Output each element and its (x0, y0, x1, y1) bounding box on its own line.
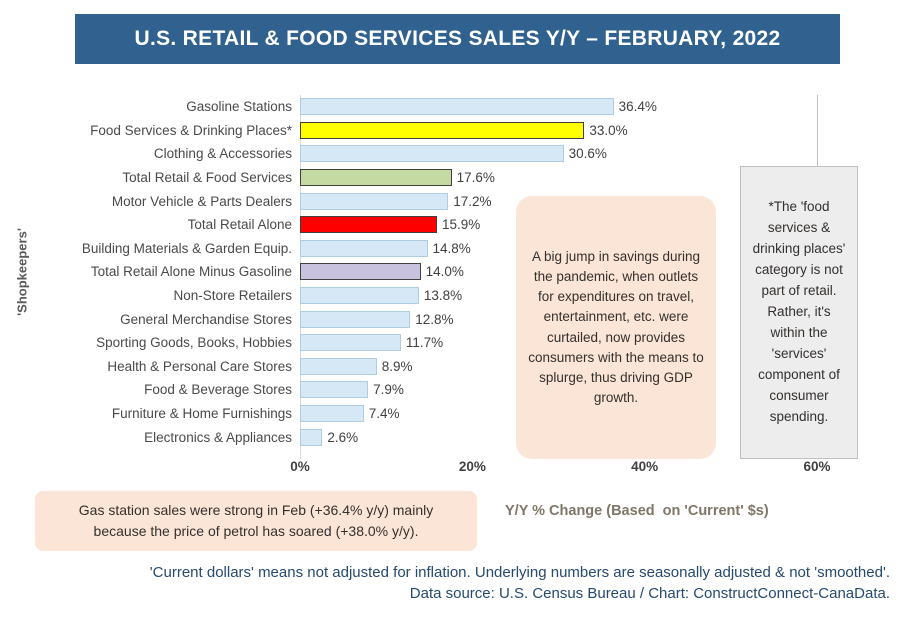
chart-row: Motor Vehicle & Parts Dealers 17.2% (0, 189, 916, 213)
category-label: Electronics & Appliances (144, 429, 292, 445)
chart-row: Total Retail Alone Minus Gasoline 14.0% (0, 260, 916, 284)
bar-track: 11.7% (300, 331, 916, 355)
category-label: Sporting Goods, Books, Hobbies (96, 335, 292, 351)
chart-row: Electronics & Appliances 2.6% (0, 425, 916, 449)
category-label: Motor Vehicle & Parts Dealers (111, 193, 292, 209)
bar-track: 15.9% (300, 213, 916, 237)
chart-row: Food & Beverage Stores 7.9% (0, 378, 916, 402)
pandemic-annotation: A big jump in savings during the pandemi… (516, 196, 716, 459)
chart-row: Sporting Goods, Books, Hobbies 11.7% (0, 331, 916, 355)
footer: 'Current dollars' means not adjusted for… (0, 562, 890, 604)
value-label: 33.0% (589, 122, 628, 138)
bar (300, 357, 377, 375)
chart-row: Health & Personal Care Stores 8.9% (0, 355, 916, 379)
category-label: Total Retail Alone Minus Gasoline (90, 264, 292, 280)
bar-track: 36.4% (300, 95, 916, 119)
value-label: 15.9% (442, 217, 481, 233)
bar-track: 30.6% (300, 142, 916, 166)
bar (300, 98, 614, 116)
bar (300, 216, 437, 234)
bar (300, 263, 421, 281)
value-label: 11.7% (405, 335, 444, 351)
bar (300, 310, 411, 328)
value-label: 36.4% (618, 99, 657, 115)
category-label: Food & Beverage Stores (144, 382, 292, 398)
bar-track: 7.9% (300, 378, 916, 402)
category-label: Furniture & Home Furnishings (111, 406, 292, 422)
bar-track: 14.8% (300, 237, 916, 261)
bar-track: 17.2% (300, 189, 916, 213)
bar (300, 428, 323, 446)
bar (300, 121, 585, 139)
category-label: Food Services & Drinking Places* (90, 122, 292, 138)
bar-track: 12.8% (300, 307, 916, 331)
value-label: 17.6% (456, 170, 495, 186)
bar-track: 2.6% (300, 425, 916, 449)
value-label: 8.9% (381, 358, 413, 374)
category-label: Gasoline Stations (186, 99, 292, 115)
gas-annotation-line-1: Gas station sales were strong in Feb (+3… (78, 502, 434, 518)
chart-row: Food Services & Drinking Places* 33.0% (0, 119, 916, 143)
bar (300, 287, 419, 305)
value-label: 7.9% (373, 382, 404, 398)
x-tick-label: 60% (803, 459, 831, 474)
chart-row: Total Retail Alone 15.9% (0, 213, 916, 237)
bar (300, 405, 364, 423)
bar-track: 8.9% (300, 355, 916, 379)
chart-row: General Merchandise Stores 12.8% (0, 307, 916, 331)
footer-line-2: Data source: U.S. Census Bureau / Chart:… (409, 585, 890, 602)
value-label: 12.8% (415, 311, 454, 327)
bar-track: 14.0% (300, 260, 916, 284)
bar-track: 13.8% (300, 284, 916, 308)
gas-annotation-line-2: because the price of petrol has soared (… (93, 523, 419, 539)
x-axis-ticks: 0% 20% 40% 60% (290, 459, 830, 477)
chart-row: Furniture & Home Furnishings 7.4% (0, 402, 916, 426)
bar (300, 239, 428, 257)
value-label: 14.0% (425, 264, 464, 280)
chart-row: Total Retail & Food Services 17.6% (0, 166, 916, 190)
value-label: 30.6% (568, 146, 607, 162)
pandemic-annotation-text: A big jump in savings during the pandemi… (528, 248, 704, 406)
value-label: 2.6% (327, 429, 359, 445)
bar (300, 169, 452, 187)
value-label: 13.8% (423, 288, 463, 304)
footer-line-1: 'Current dollars' means not adjusted for… (149, 564, 890, 581)
category-label: General Merchandise Stores (120, 311, 292, 327)
chart-row: Gasoline Stations 36.4% (0, 95, 916, 119)
title-banner: U.S. RETAIL & FOOD SERVICES SALES Y/Y – … (75, 14, 840, 64)
bar (300, 381, 369, 399)
category-label: Health & Personal Care Stores (107, 358, 292, 374)
bar-track: 33.0% (300, 119, 916, 143)
category-label: Non-Store Retailers (173, 288, 292, 304)
gas-annotation: Gas station sales were strong in Feb (+3… (35, 491, 477, 551)
bar (300, 334, 401, 352)
bar (300, 145, 564, 163)
food-services-annotation: *The 'food services & drinking places' c… (740, 166, 858, 459)
value-label: 7.4% (368, 406, 400, 422)
category-label: Clothing & Accessories (153, 146, 292, 162)
chart-row: Building Materials & Garden Equip. 14.8% (0, 237, 916, 261)
bar-track: 17.6% (300, 166, 916, 190)
chart-row: Non-Store Retailers 13.8% (0, 284, 916, 308)
bar-chart: Gasoline Stations 36.4% Food Services & Dr… (0, 95, 916, 449)
x-tick-label: 20% (458, 459, 486, 474)
x-tick-label: 0% (290, 459, 310, 474)
chart-row: Clothing & Accessories 30.6% (0, 142, 916, 166)
x-axis-label: Y/Y % Change (Based on 'Current' $s) (505, 503, 769, 519)
bar (300, 192, 449, 210)
category-label: Total Retail Alone (187, 217, 292, 233)
category-label: Building Materials & Garden Equip. (81, 240, 292, 256)
x-tick-label: 40% (631, 459, 659, 474)
category-label: Total Retail & Food Services (122, 170, 292, 186)
value-label: 17.2% (453, 193, 492, 209)
food-services-annotation-text: *The 'food services & drinking places' c… (752, 199, 846, 424)
bar-track: 7.4% (300, 402, 916, 426)
value-label: 14.8% (432, 240, 471, 256)
page-title: U.S. RETAIL & FOOD SERVICES SALES Y/Y – … (134, 27, 781, 50)
